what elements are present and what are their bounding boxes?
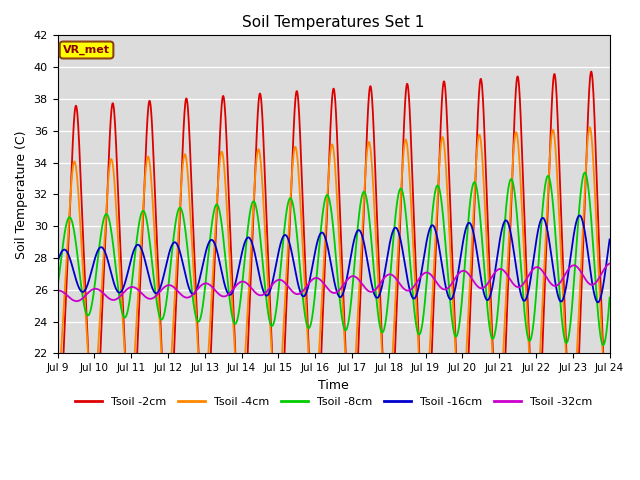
Tsoil -4cm <box>362 170 369 176</box>
Tsoil -8cm <box>207 224 215 230</box>
Tsoil -32cm <box>494 267 502 273</box>
Tsoil -4cm <box>586 124 593 130</box>
Tsoil -16cm <box>362 247 369 252</box>
Y-axis label: Soil Temperature (C): Soil Temperature (C) <box>15 130 28 259</box>
Tsoil -32cm <box>54 288 61 294</box>
Tsoil -8cm <box>54 285 61 290</box>
Tsoil -8cm <box>581 170 589 176</box>
Tsoil -8cm <box>606 295 614 300</box>
Tsoil -32cm <box>350 273 358 279</box>
Tsoil -4cm <box>557 247 564 252</box>
Tsoil -4cm <box>54 393 61 399</box>
Tsoil -4cm <box>604 425 612 431</box>
Tsoil -32cm <box>362 286 369 291</box>
Line: Tsoil -2cm: Tsoil -2cm <box>58 72 610 480</box>
Line: Tsoil -16cm: Tsoil -16cm <box>58 216 610 302</box>
Tsoil -16cm <box>594 300 602 305</box>
Tsoil -2cm <box>572 432 580 438</box>
Tsoil -16cm <box>207 237 215 243</box>
Tsoil -4cm <box>494 420 502 426</box>
Tsoil -2cm <box>349 460 357 466</box>
Tsoil -4cm <box>606 419 614 425</box>
Tsoil -4cm <box>349 391 357 397</box>
Tsoil -2cm <box>54 454 61 460</box>
Tsoil -32cm <box>573 264 580 269</box>
Title: Soil Temperatures Set 1: Soil Temperatures Set 1 <box>243 15 425 30</box>
Tsoil -32cm <box>208 284 216 289</box>
Tsoil -4cm <box>572 366 580 372</box>
Tsoil -8cm <box>600 342 607 348</box>
Text: VR_met: VR_met <box>63 45 110 55</box>
Legend: Tsoil -2cm, Tsoil -4cm, Tsoil -8cm, Tsoil -16cm, Tsoil -32cm: Tsoil -2cm, Tsoil -4cm, Tsoil -8cm, Tsoi… <box>70 393 597 411</box>
Tsoil -16cm <box>606 237 614 242</box>
Tsoil -2cm <box>588 69 595 74</box>
Tsoil -32cm <box>557 278 565 284</box>
Tsoil -32cm <box>606 261 614 266</box>
Tsoil -2cm <box>207 335 215 340</box>
Tsoil -32cm <box>72 298 80 304</box>
Tsoil -16cm <box>349 240 357 246</box>
Tsoil -2cm <box>494 468 502 473</box>
Tsoil -16cm <box>494 250 502 255</box>
Line: Tsoil -32cm: Tsoil -32cm <box>58 264 610 301</box>
Tsoil -2cm <box>362 170 369 176</box>
Tsoil -16cm <box>575 213 583 218</box>
Tsoil -8cm <box>572 248 580 253</box>
Tsoil -16cm <box>54 259 61 265</box>
Line: Tsoil -8cm: Tsoil -8cm <box>58 173 610 345</box>
Tsoil -8cm <box>494 308 502 313</box>
Tsoil -2cm <box>557 202 564 208</box>
Tsoil -8cm <box>557 304 564 310</box>
Tsoil -8cm <box>349 275 357 280</box>
Tsoil -8cm <box>362 191 369 197</box>
Line: Tsoil -4cm: Tsoil -4cm <box>58 127 610 428</box>
Tsoil -4cm <box>207 296 215 301</box>
Tsoil -16cm <box>572 220 580 226</box>
X-axis label: Time: Time <box>318 379 349 392</box>
Tsoil -16cm <box>557 299 564 304</box>
